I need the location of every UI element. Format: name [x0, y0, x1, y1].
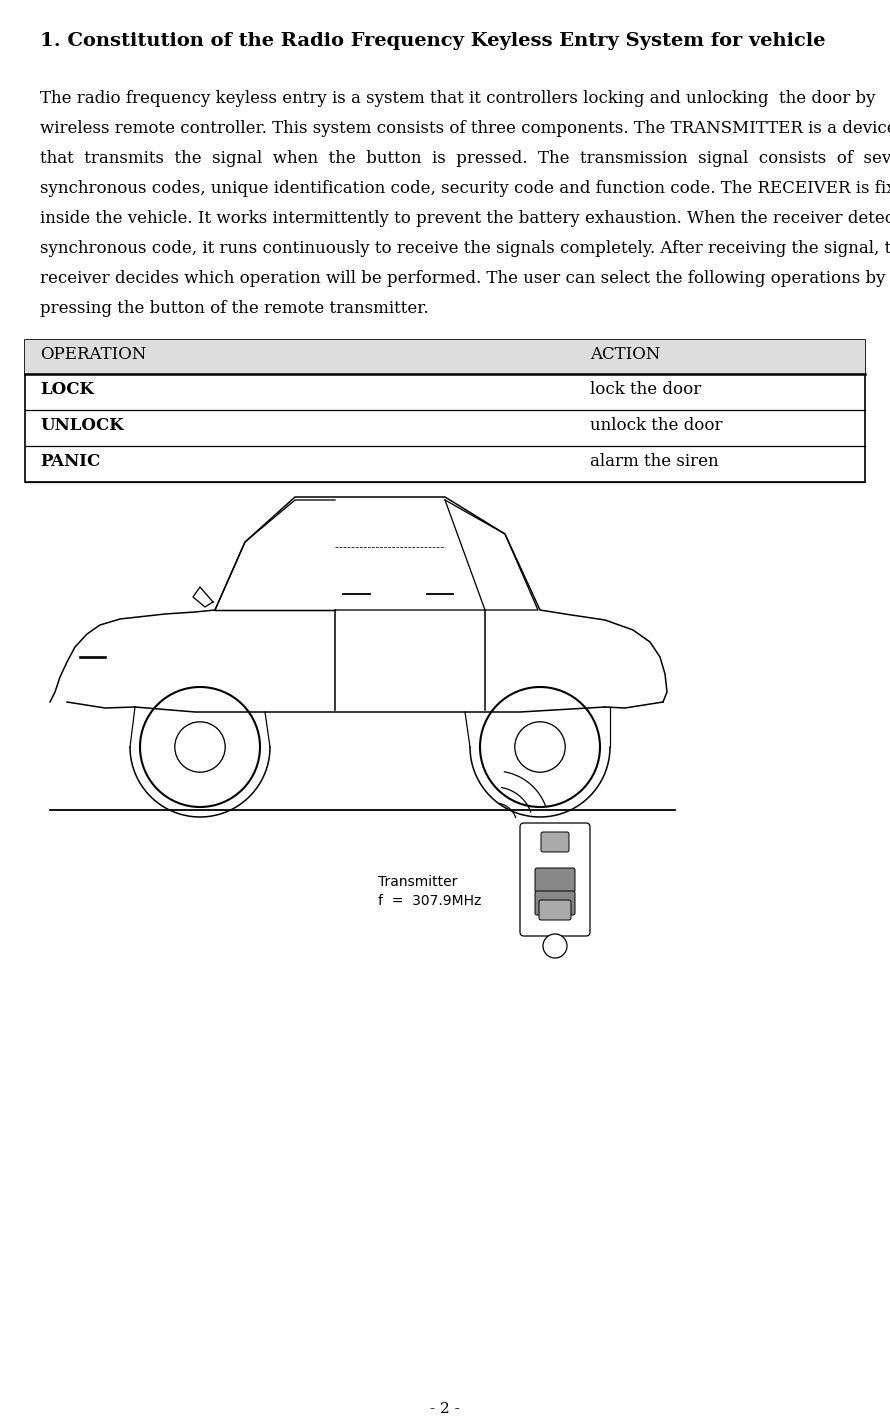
Text: OPERATION: OPERATION: [40, 346, 146, 363]
FancyBboxPatch shape: [541, 833, 569, 853]
Text: synchronous code, it runs continuously to receive the signals completely. After : synchronous code, it runs continuously t…: [40, 240, 890, 257]
Text: synchronous codes, unique identification code, security code and function code. : synchronous codes, unique identification…: [40, 180, 890, 197]
Text: UNLOCK: UNLOCK: [40, 417, 124, 434]
Text: alarm the siren: alarm the siren: [590, 453, 718, 470]
Text: LOCK: LOCK: [40, 381, 93, 398]
Bar: [25, 340, 865, 483]
FancyBboxPatch shape: [535, 891, 575, 915]
Text: receiver decides which operation will be performed. The user can select the foll: receiver decides which operation will be…: [40, 270, 886, 287]
Text: inside the vehicle. It works intermittently to prevent the battery exhaustion. W: inside the vehicle. It works intermitten…: [40, 210, 890, 227]
Circle shape: [140, 687, 260, 807]
Text: wireless remote controller. This system consists of three components. The TRANSM: wireless remote controller. This system …: [40, 120, 890, 137]
Text: - 2 -: - 2 -: [430, 1402, 460, 1417]
FancyBboxPatch shape: [539, 900, 571, 920]
Text: 1. Constitution of the Radio Frequency Keyless Entry System for vehicle: 1. Constitution of the Radio Frequency K…: [40, 31, 826, 50]
Text: ACTION: ACTION: [590, 346, 660, 363]
Text: unlock the door: unlock the door: [590, 417, 723, 434]
FancyBboxPatch shape: [535, 868, 575, 892]
Text: pressing the button of the remote transmitter.: pressing the button of the remote transm…: [40, 300, 429, 317]
Bar: [25, 340, 865, 374]
Text: lock the door: lock the door: [590, 381, 701, 398]
Text: that  transmits  the  signal  when  the  button  is  pressed.  The  transmission: that transmits the signal when the butto…: [40, 150, 890, 167]
FancyBboxPatch shape: [520, 823, 590, 935]
Text: The radio frequency keyless entry is a system that it controllers locking and un: The radio frequency keyless entry is a s…: [40, 90, 876, 107]
Circle shape: [543, 934, 567, 958]
Text: PANIC: PANIC: [40, 453, 101, 470]
Circle shape: [514, 721, 565, 773]
Text: Transmitter: Transmitter: [378, 875, 457, 890]
Text: f  =  307.9MHz: f = 307.9MHz: [378, 894, 481, 908]
Circle shape: [174, 721, 225, 773]
Circle shape: [480, 687, 600, 807]
